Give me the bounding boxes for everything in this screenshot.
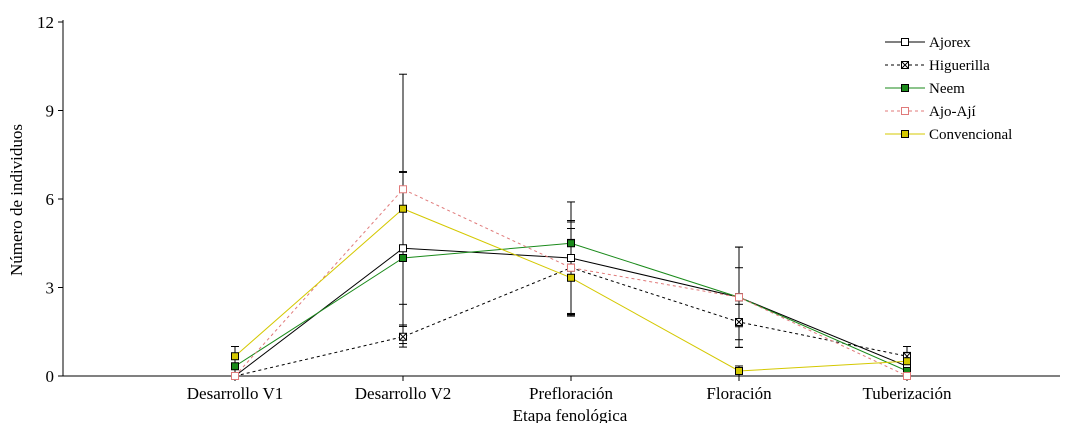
y-tick-label: 9 bbox=[46, 102, 55, 121]
x-tick-label: Floración bbox=[706, 384, 772, 403]
x-tick-label: Tuberización bbox=[862, 384, 952, 403]
data-marker bbox=[735, 366, 743, 375]
marker-cross bbox=[735, 318, 743, 326]
data-marker bbox=[399, 244, 407, 253]
legend-label: Higuerilla bbox=[929, 58, 990, 74]
y-tick-label: 6 bbox=[46, 190, 55, 209]
data-marker bbox=[231, 352, 239, 361]
x-tick-label: Desarrollo V1 bbox=[187, 384, 283, 403]
y-tick-label: 3 bbox=[46, 279, 55, 298]
data-marker bbox=[231, 362, 239, 371]
data-marker bbox=[903, 372, 911, 380]
series-markers bbox=[231, 204, 911, 375]
data-marker bbox=[901, 130, 909, 138]
legend-item: Neem bbox=[885, 81, 965, 97]
chart-legend: Ajorex Higuerilla Neem Ajo-Ají Convencional bbox=[885, 35, 1012, 143]
legend-label: Ajo-Ají bbox=[929, 104, 976, 120]
error-bars bbox=[231, 73, 911, 377]
data-marker bbox=[567, 239, 575, 248]
data-marker bbox=[735, 293, 743, 302]
data-marker bbox=[399, 204, 407, 213]
data-marker bbox=[231, 372, 239, 380]
y-axis-label: Número de individuos bbox=[7, 124, 26, 276]
data-marker bbox=[567, 263, 575, 272]
legend-label: Convencional bbox=[929, 127, 1012, 143]
x-tick-label: Prefloración bbox=[529, 384, 614, 403]
legend-item: Convencional bbox=[885, 127, 1012, 143]
data-marker bbox=[399, 254, 407, 262]
legend-label: Neem bbox=[929, 81, 965, 97]
marker-cross bbox=[399, 332, 407, 341]
data-marker bbox=[901, 38, 909, 46]
y-tick-label: 12 bbox=[37, 13, 54, 32]
x-axis-label: Etapa fenológica bbox=[513, 406, 628, 423]
data-marker bbox=[901, 84, 909, 92]
data-marker bbox=[567, 273, 575, 282]
data-marker bbox=[901, 107, 909, 115]
chart-series bbox=[231, 185, 911, 380]
chart-axes: 0 3 6 9 12 Desarrollo V1 Desarrollo V2 Preflora… bbox=[37, 13, 1060, 403]
marker-cross bbox=[901, 61, 909, 69]
y-tick-label: 0 bbox=[46, 367, 55, 386]
x-tick-label: Desarrollo V2 bbox=[355, 384, 451, 403]
series-markers bbox=[231, 185, 911, 380]
data-marker bbox=[903, 357, 911, 366]
legend-item: Higuerilla bbox=[885, 58, 990, 74]
legend-item: Ajorex bbox=[885, 35, 971, 51]
data-marker bbox=[399, 185, 407, 194]
data-marker bbox=[567, 254, 575, 262]
legend-item: Ajo-Ají bbox=[885, 104, 976, 120]
legend-label: Ajorex bbox=[929, 35, 971, 51]
